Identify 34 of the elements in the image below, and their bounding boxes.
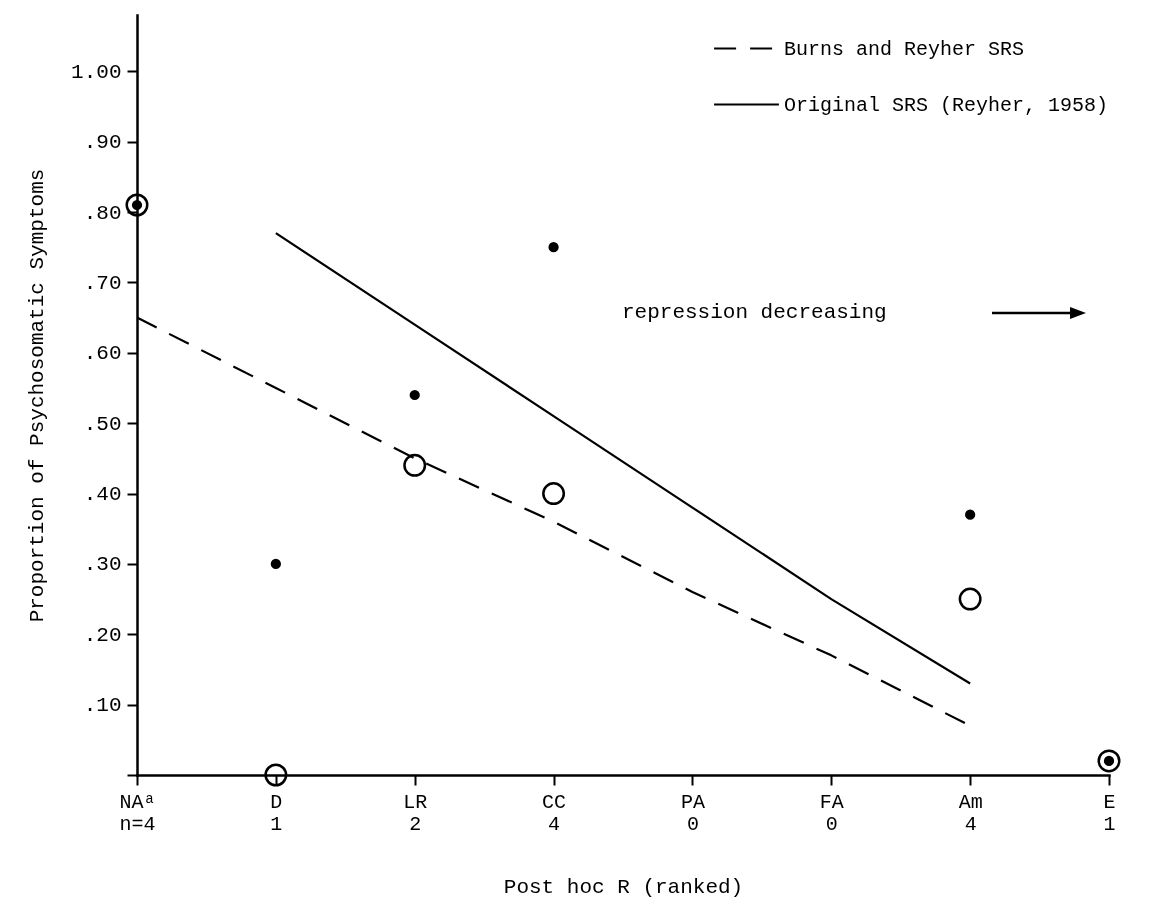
y-tick-label: .70 xyxy=(83,271,122,295)
y-tick-label: .80 xyxy=(83,201,122,225)
y-tick-label: .90 xyxy=(83,131,122,155)
point xyxy=(264,763,288,787)
y-axis-title: Proportion of Psychosomatic Symptoms xyxy=(26,168,50,623)
legend-label: Burns and Reyher SRS xyxy=(784,37,1025,61)
y-tick-label: .10 xyxy=(83,694,122,718)
y-tick-label: 1.00 xyxy=(71,60,122,84)
point xyxy=(270,558,281,569)
point xyxy=(965,509,976,520)
point xyxy=(542,482,566,505)
x-tick-label: Am 4 xyxy=(958,790,983,836)
line-series xyxy=(274,232,972,685)
point xyxy=(125,193,149,217)
x-tick-label: PA 0 xyxy=(680,790,705,836)
x-tick-label: LR 2 xyxy=(403,790,428,836)
y-tick-label: .50 xyxy=(83,412,122,436)
x-tick-label: NAᵃ n=4 xyxy=(119,790,156,836)
point xyxy=(1097,749,1121,773)
legend-label: Original SRS (Reyher, 1958) xyxy=(784,93,1109,117)
point xyxy=(403,453,427,477)
point xyxy=(409,389,420,401)
point xyxy=(548,242,559,253)
x-tick-label: D 1 xyxy=(270,790,283,836)
y-tick-label: .60 xyxy=(83,342,122,366)
point xyxy=(958,587,982,611)
x-tick-label: CC 4 xyxy=(542,790,567,836)
x-tick-label: FA 0 xyxy=(819,790,844,836)
x-tick-label: E 1 xyxy=(1103,790,1116,836)
y-tick-label: .40 xyxy=(83,483,122,507)
y-tick-label: .20 xyxy=(83,623,122,647)
annotation: repression decreasing xyxy=(622,301,887,324)
y-tick-label: .30 xyxy=(83,553,122,577)
x-axis-title: Post hoc R (ranked) xyxy=(503,875,744,899)
